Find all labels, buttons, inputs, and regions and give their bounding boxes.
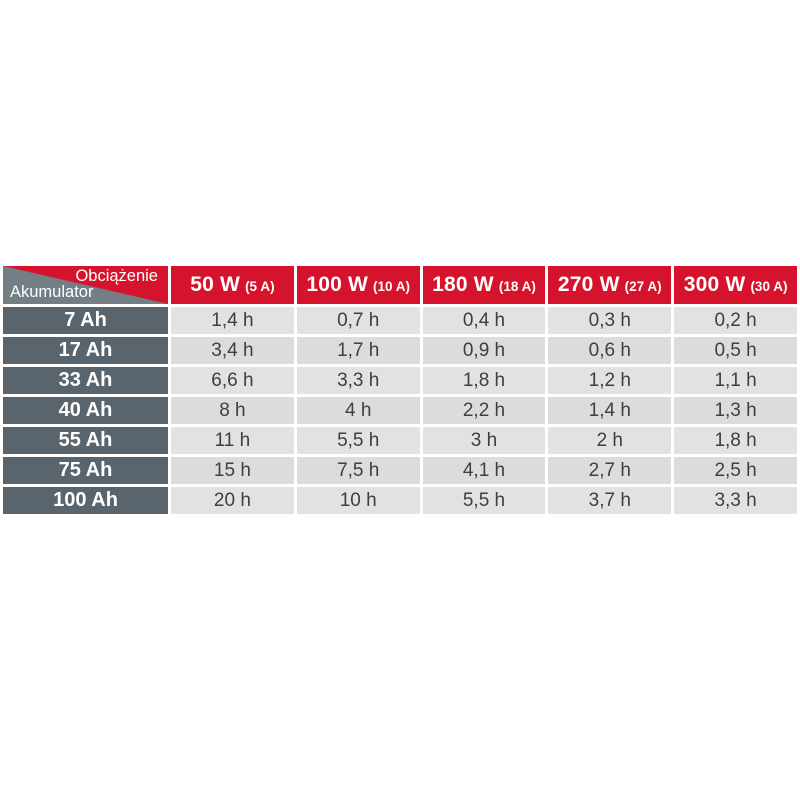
runtime-cell: 0,6 h <box>545 334 675 367</box>
power-label: 300 W <box>683 273 746 296</box>
runtime-cell: 0,3 h <box>545 304 675 337</box>
runtime-cell: 1,2 h <box>545 364 675 397</box>
row-header-capacity: 55 Ah <box>0 424 171 457</box>
column-header-300w: 300 W (30 A) <box>671 263 800 307</box>
runtime-cell: 1,4 h <box>168 304 297 337</box>
row-header-capacity: 7 Ah <box>0 304 171 337</box>
runtime-cell: 2 h <box>545 424 675 457</box>
power-label: 180 W <box>432 273 494 296</box>
power-label: 50 W <box>190 273 241 296</box>
runtime-cell: 1,8 h <box>671 424 800 457</box>
runtime-cell: 3,3 h <box>293 364 423 397</box>
battery-axis-label: Akumulator <box>10 283 94 301</box>
amps-label: (10 A) <box>373 279 411 294</box>
runtime-cell: 1,7 h <box>293 334 423 367</box>
column-header-100w: 100 W (10 A) <box>293 263 423 307</box>
table-row-55ah: 55 Ah 11 h 5,5 h 3 h 2 h 1,8 h <box>0 424 800 457</box>
runtime-cell: 1,8 h <box>419 364 549 397</box>
runtime-cell: 1,4 h <box>545 394 675 427</box>
runtime-cell: 2,5 h <box>671 454 800 487</box>
amps-label: (5 A) <box>245 279 275 294</box>
table-row-17ah: 17 Ah 3,4 h 1,7 h 0,9 h 0,6 h 0,5 h <box>0 334 800 367</box>
runtime-cell: 7,5 h <box>293 454 423 487</box>
runtime-cell: 0,7 h <box>293 304 423 337</box>
power-label: 100 W <box>306 273 369 296</box>
column-header-50w: 50 W (5 A) <box>168 263 297 307</box>
row-header-capacity: 33 Ah <box>0 364 171 397</box>
amps-label: (30 A) <box>750 279 788 294</box>
runtime-cell: 20 h <box>168 484 297 517</box>
runtime-cell: 0,5 h <box>671 334 800 367</box>
table-row-7ah: 7 Ah 1,4 h 0,7 h 0,4 h 0,3 h 0,2 h <box>0 304 800 337</box>
runtime-cell: 3,4 h <box>168 334 297 367</box>
runtime-cell: 2,2 h <box>419 394 549 427</box>
header-row: Obciążenie Akumulator 50 W (5 A) 100 W (10… <box>0 263 800 307</box>
corner-diagonal-split: Obciążenie Akumulator <box>3 266 168 304</box>
runtime-cell: 0,9 h <box>419 334 549 367</box>
battery-runtime-table: Obciążenie Akumulator 50 W (5 A) 100 W (10… <box>0 263 800 517</box>
table-row-40ah: 40 Ah 8 h 4 h 2,2 h 1,4 h 1,3 h <box>0 394 800 427</box>
runtime-cell: 3,3 h <box>671 484 800 517</box>
load-axis-label: Obciążenie <box>75 267 158 285</box>
row-header-capacity: 17 Ah <box>0 334 171 367</box>
table-row-100ah: 100 Ah 20 h 10 h 5,5 h 3,7 h 3,3 h <box>0 484 800 517</box>
row-header-capacity: 100 Ah <box>0 484 171 517</box>
amps-label: (27 A) <box>624 279 662 294</box>
row-header-capacity: 40 Ah <box>0 394 171 427</box>
runtime-cell: 3,7 h <box>545 484 675 517</box>
runtime-cell: 8 h <box>168 394 297 427</box>
column-header-180w: 180 W (18 A) <box>419 263 549 307</box>
corner-cell: Obciążenie Akumulator <box>0 263 171 307</box>
column-header-270w: 270 W (27 A) <box>545 263 675 307</box>
table-row-75ah: 75 Ah 15 h 7,5 h 4,1 h 2,7 h 2,5 h <box>0 454 800 487</box>
runtime-cell: 4,1 h <box>419 454 549 487</box>
runtime-cell: 15 h <box>168 454 297 487</box>
power-label: 270 W <box>557 273 620 296</box>
amps-label: (18 A) <box>498 279 536 294</box>
runtime-cell: 3 h <box>419 424 549 457</box>
runtime-cell: 4 h <box>293 394 423 427</box>
row-header-capacity: 75 Ah <box>0 454 171 487</box>
runtime-cell: 1,1 h <box>671 364 800 397</box>
runtime-cell: 5,5 h <box>293 424 423 457</box>
table-row-33ah: 33 Ah 6,6 h 3,3 h 1,8 h 1,2 h 1,1 h <box>0 364 800 397</box>
runtime-cell: 2,7 h <box>545 454 675 487</box>
runtime-cell: 5,5 h <box>419 484 549 517</box>
runtime-cell: 1,3 h <box>671 394 800 427</box>
runtime-cell: 0,2 h <box>671 304 800 337</box>
runtime-cell: 6,6 h <box>168 364 297 397</box>
runtime-cell: 0,4 h <box>419 304 549 337</box>
runtime-cell: 11 h <box>168 424 297 457</box>
runtime-cell: 10 h <box>293 484 423 517</box>
